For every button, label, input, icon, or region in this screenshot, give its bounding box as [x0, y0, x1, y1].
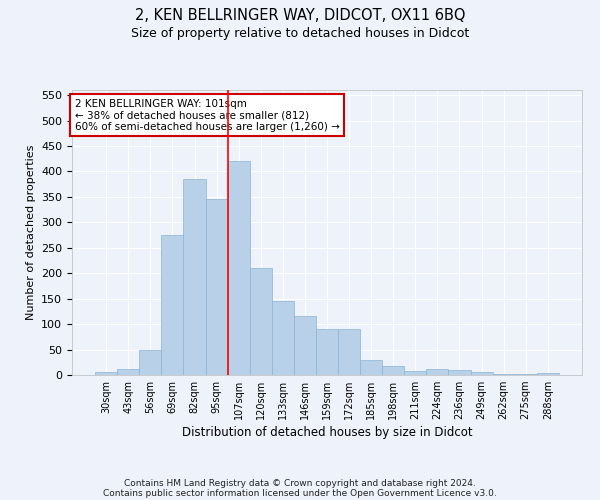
Bar [161, 235, 184, 375]
Bar [184, 179, 206, 375]
Bar [448, 370, 470, 375]
Bar [139, 350, 161, 375]
Bar [360, 360, 382, 375]
Bar [227, 161, 250, 375]
Bar [470, 372, 493, 375]
Text: 2 KEN BELLRINGER WAY: 101sqm
← 38% of detached houses are smaller (812)
60% of s: 2 KEN BELLRINGER WAY: 101sqm ← 38% of de… [74, 98, 340, 132]
X-axis label: Distribution of detached houses by size in Didcot: Distribution of detached houses by size … [182, 426, 472, 440]
Text: Contains public sector information licensed under the Open Government Licence v3: Contains public sector information licen… [103, 488, 497, 498]
Bar [515, 374, 537, 375]
Bar [427, 369, 448, 375]
Bar [338, 329, 360, 375]
Bar [493, 374, 515, 375]
Text: 2, KEN BELLRINGER WAY, DIDCOT, OX11 6BQ: 2, KEN BELLRINGER WAY, DIDCOT, OX11 6BQ [135, 8, 465, 22]
Bar [250, 268, 272, 375]
Bar [95, 372, 117, 375]
Bar [382, 366, 404, 375]
Text: Size of property relative to detached houses in Didcot: Size of property relative to detached ho… [131, 28, 469, 40]
Text: Contains HM Land Registry data © Crown copyright and database right 2024.: Contains HM Land Registry data © Crown c… [124, 478, 476, 488]
Y-axis label: Number of detached properties: Number of detached properties [26, 145, 35, 320]
Bar [404, 372, 427, 375]
Bar [316, 329, 338, 375]
Bar [272, 301, 294, 375]
Bar [537, 374, 559, 375]
Bar [206, 200, 227, 375]
Bar [294, 316, 316, 375]
Bar [117, 369, 139, 375]
